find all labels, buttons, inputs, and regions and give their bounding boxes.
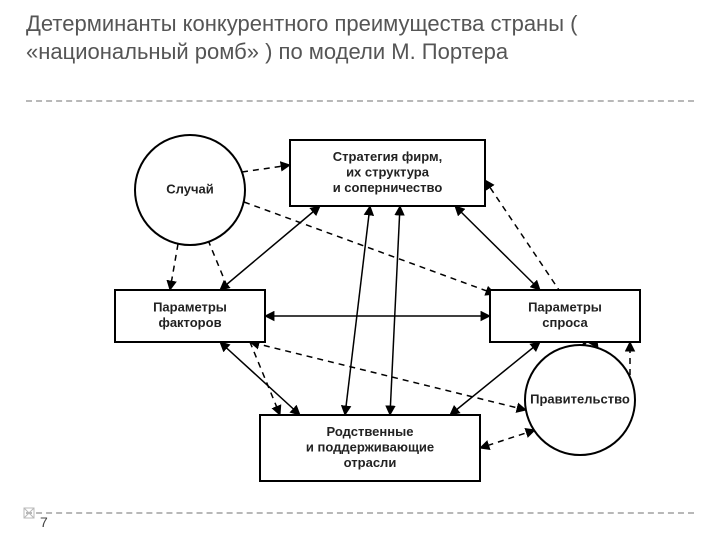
porter-diamond-diagram: Случай Стратегия фирм,их структураи сопер… xyxy=(70,100,670,500)
node-factors-label: факторов xyxy=(158,315,221,330)
diagram-svg: Случай Стратегия фирм,их структураи сопер… xyxy=(70,100,670,500)
page-number: 7 xyxy=(40,514,48,530)
node-strategy-label: и соперничество xyxy=(333,180,443,195)
node-chance-label: Случай xyxy=(166,181,213,196)
node-demand-label: спроса xyxy=(542,315,588,330)
page-bullet-icon xyxy=(22,506,36,520)
node-demand-label: Параметры xyxy=(528,300,602,315)
node-strategy-label: их структура xyxy=(346,164,430,179)
node-factors: Параметрыфакторов xyxy=(115,290,265,342)
node-related-label: отрасли xyxy=(344,455,397,470)
edge-chance-strategy xyxy=(242,165,290,172)
node-related-label: Родственные xyxy=(327,424,414,439)
node-related: Родственныеи поддерживающиеотрасли xyxy=(260,415,480,481)
slide: Детерминанты конкурентного преимущества … xyxy=(0,0,720,540)
edge-strategy-related xyxy=(345,206,370,415)
edge-strategy-related xyxy=(390,206,400,415)
node-strategy-label: Стратегия фирм, xyxy=(333,149,443,164)
node-strategy: Стратегия фирм,их структураи соперничест… xyxy=(290,140,485,206)
node-related-label: и поддерживающие xyxy=(306,439,434,454)
node-gov: Правительство xyxy=(525,345,635,455)
edge-factors-related xyxy=(220,342,300,415)
divider-bottom xyxy=(26,512,694,514)
node-demand: Параметрыспроса xyxy=(490,290,640,342)
edge-strategy-demand xyxy=(455,206,540,290)
edge-gov-related xyxy=(480,430,535,448)
node-gov-label: Правительство xyxy=(530,391,630,406)
edge-chance-factors xyxy=(170,244,178,290)
node-chance: Случай xyxy=(135,135,245,245)
slide-title: Детерминанты конкурентного преимущества … xyxy=(26,10,596,65)
edge-gov-factors xyxy=(250,342,526,410)
node-factors-label: Параметры xyxy=(153,300,227,315)
